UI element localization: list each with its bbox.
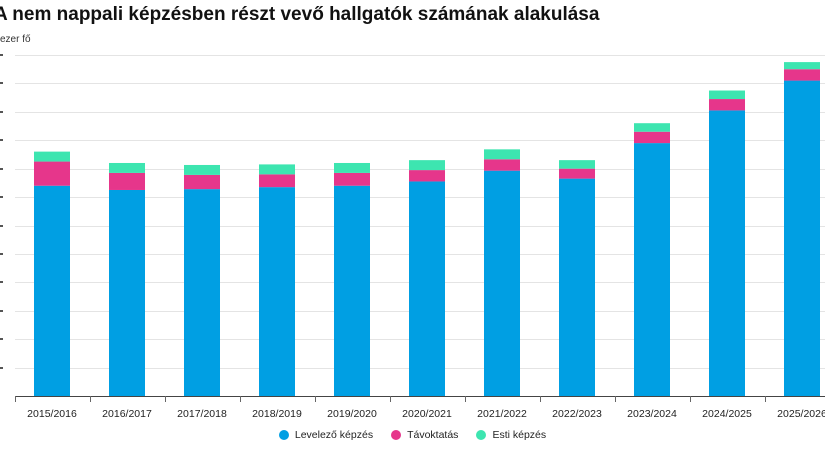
- bar-levelez-k-pz-s-8: [634, 143, 670, 396]
- bar-levelez-k-pz-s-5: [409, 181, 445, 396]
- bar-t-voktat-s-5: [409, 170, 445, 182]
- x-tick-label: 2022/2023: [552, 408, 602, 420]
- bar-esti-k-pz-s-8: [634, 123, 670, 132]
- bar-esti-k-pz-s-4: [334, 162, 370, 173]
- bar-levelez-k-pz-s-9: [709, 110, 745, 396]
- bar-t-voktat-s-9: [709, 99, 745, 111]
- x-tick-label: 2018/2019: [252, 408, 302, 420]
- bar-t-voktat-s-4: [334, 172, 370, 186]
- bar-esti-k-pz-s-7: [559, 160, 595, 169]
- bar-t-voktat-s-8: [634, 131, 670, 144]
- x-tick-label: 2015/2016: [27, 408, 77, 420]
- bar-t-voktat-s-7: [559, 168, 595, 179]
- x-tick-label: 2019/2020: [327, 408, 377, 420]
- bar-esti-k-pz-s-5: [409, 160, 445, 171]
- bar-levelez-k-pz-s-3: [259, 187, 295, 396]
- bar-esti-k-pz-s-6: [484, 149, 520, 160]
- legend-swatch: [278, 430, 289, 440]
- legend-swatch: [476, 430, 487, 440]
- bar-levelez-k-pz-s-4: [334, 185, 370, 396]
- chart-legend: Levelező képzés Távoktatás Esti képzés: [0, 429, 825, 441]
- legend-item[interactable]: Levelező képzés: [278, 429, 374, 441]
- bar-t-voktat-s-1: [109, 172, 145, 190]
- bar-esti-k-pz-s-10: [784, 62, 820, 70]
- legend-item[interactable]: Esti képzés: [476, 429, 546, 441]
- x-tick-label: 2021/2022: [477, 408, 527, 420]
- chart-title: A nem nappali képzésben részt vevő hallg…: [0, 4, 600, 25]
- bar-t-voktat-s-3: [259, 174, 295, 188]
- bar-levelez-k-pz-s-6: [484, 170, 520, 396]
- bar-esti-k-pz-s-1: [109, 162, 145, 173]
- x-tick-label: 2023/2024: [627, 408, 677, 420]
- legend-swatch: [391, 430, 402, 440]
- bar-levelez-k-pz-s-7: [559, 178, 595, 396]
- bar-esti-k-pz-s-9: [709, 90, 745, 100]
- x-tick-label: 2016/2017: [102, 408, 152, 420]
- bar-levelez-k-pz-s-0: [34, 185, 70, 396]
- x-tick-label: 2024/2025: [702, 408, 752, 420]
- y-unit-label: ezer fő: [0, 34, 31, 45]
- bar-esti-k-pz-s-0: [34, 151, 70, 162]
- legend-item[interactable]: Távoktatás: [391, 429, 458, 441]
- bar-t-voktat-s-0: [34, 161, 70, 186]
- bar-levelez-k-pz-s-10: [784, 80, 820, 396]
- legend-label: Levelező képzés: [294, 429, 374, 441]
- bar-levelez-k-pz-s-2: [184, 189, 220, 396]
- x-tick-label: 2025/2026: [777, 408, 825, 420]
- bar-esti-k-pz-s-2: [184, 164, 220, 175]
- legend-label: Esti képzés: [492, 429, 547, 441]
- x-tick-label: 2017/2018: [177, 408, 227, 420]
- bar-levelez-k-pz-s-1: [109, 189, 145, 396]
- bar-t-voktat-s-2: [184, 174, 220, 190]
- legend-label: Távoktatás: [407, 429, 459, 441]
- x-tick-label: 2020/2021: [402, 408, 452, 420]
- bar-t-voktat-s-10: [784, 69, 820, 81]
- bar-t-voktat-s-6: [484, 159, 520, 171]
- bar-esti-k-pz-s-3: [259, 164, 295, 175]
